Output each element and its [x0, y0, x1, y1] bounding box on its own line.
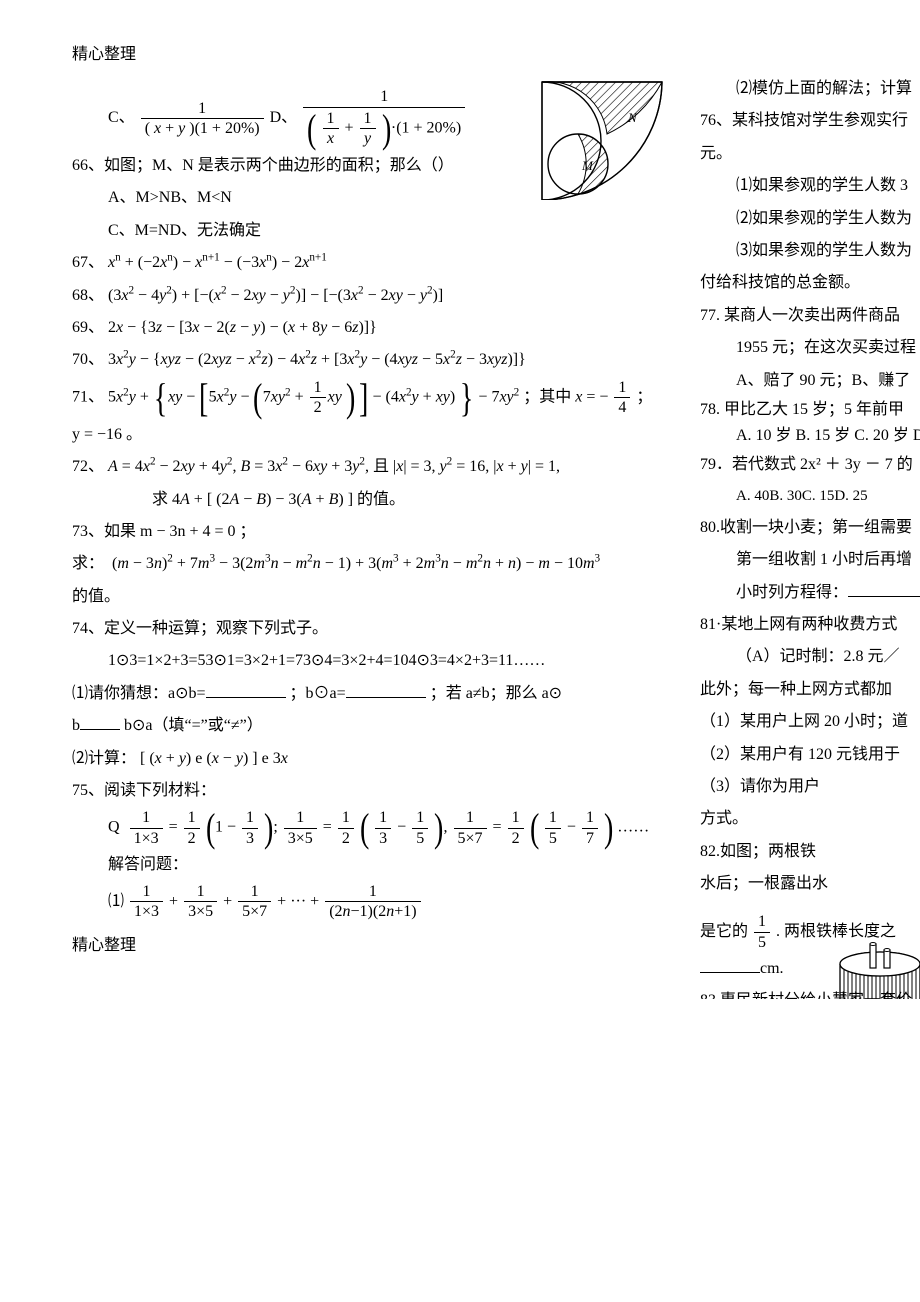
r14: 80.收割一块小麦；第一组需要 [700, 513, 920, 543]
blank-fill[interactable] [346, 682, 426, 698]
r25: 水后；一根露出水 [700, 869, 920, 899]
q72-line1: 72、 A = 4x2 − 2xy + 4y2, B = 3x2 − 6xy +… [72, 452, 672, 482]
opt-d-label: D、 [270, 109, 298, 126]
blank-fill[interactable] [848, 580, 920, 596]
q75-line3: 解答问题： [72, 850, 672, 880]
q74-line2: 1⊙3=1×2+3=53⊙1=3×2+1=73⊙4=3×2+4=104⊙3=4×… [72, 646, 672, 676]
q71-y: y = −16 。 [72, 420, 672, 450]
r13: A. 40B. 30C. 15D. 25 [700, 482, 920, 511]
blank-fill[interactable] [206, 682, 286, 698]
q67: 67、 xn + (−2xn) − xn+1 − (−3xn) − 2xn+1 [72, 248, 672, 278]
r19: 此外；每一种上网方式都加 [700, 675, 920, 705]
q75-line1: 75、阅读下列材料： [72, 776, 672, 806]
r11b: A. 10 岁 B. 15 岁 C. 20 岁 D [700, 424, 920, 448]
q68: 68、 (3x2 − 4y2) + [−(x2 − 2xy − y2)] − [… [72, 281, 672, 311]
r23: 方式。 [700, 804, 920, 834]
svg-text:N: N [627, 110, 638, 125]
page-header: 精心整理 [72, 40, 920, 70]
q75-sub1: ⑴ 11×3 + 13×5 + 15×7 + ··· + 1(2n−1)(2n+… [72, 883, 672, 921]
q73-line1: 73、如果 m − 3n + 4 = 0 ； [72, 517, 672, 547]
r4: ⑴如果参观的学生人数 3 [700, 171, 920, 201]
r20: （1）某用户上网 20 小时；道 [700, 707, 920, 737]
r2: 76、某科技馆对学生参观实行 [700, 106, 920, 136]
r24: 82.如图；两根铁 [700, 837, 920, 867]
r5: ⑵如果参观的学生人数为 [700, 204, 920, 234]
q74-guess1b: b b⊙a（填“=”或“≠”） [72, 711, 672, 741]
q74-guess1: ⑴请你猜想：a⊙b= ；b⊙a= ；若 a≠b；那么 a⊙ [72, 679, 672, 709]
q73-line2: 求： (m − 3n)2 + 7m3 − 3(2m3n − m2n − 1) +… [72, 549, 672, 579]
r11a: 78. 甲比乙大 15 岁；5 年前甲 [700, 398, 920, 422]
r3: 元。 [700, 139, 920, 169]
q73-line3: 的值。 [72, 582, 672, 612]
q70: 70、 3x2y − {xyz − (2xyz − x2z) − 4x2z + … [72, 345, 672, 375]
q75-line2: Q 11×3 = 12 (1 − 13 ); 13×5 = 12 ( 13 − … [72, 808, 672, 848]
r10: A、赔了 90 元；B、赚了 [700, 366, 920, 396]
q69: 69、 2x − {3z − [3x − 2(z − y) − (x + 8y … [72, 313, 672, 343]
curved-area-diagram: N M [532, 72, 666, 211]
q74-line1: 74、定义一种运算；观察下列式子。 [72, 614, 672, 644]
r9: 1955 元；在这次买卖过程 [700, 333, 920, 363]
cylinder-diagram [830, 942, 920, 999]
blank-fill[interactable] [700, 956, 760, 972]
r15: 第一组收割 1 小时后再增 [700, 545, 920, 575]
q74-calc: ⑵计算： [ (x + y) e (x − y) ] e 3x [72, 744, 672, 774]
opt-c-label: C、 [108, 109, 135, 126]
r17: 81·某地上网有两种收费方式 [700, 610, 920, 640]
r22: （3）请你为用户 [700, 772, 920, 802]
r7: 付给科技馆的总金额。 [700, 268, 920, 298]
q72-line2: 求 4A + [ (2A − B) − 3(A + B) ] 的值。 [72, 485, 672, 515]
r16: 小时列方程得： [700, 578, 920, 608]
svg-text:M: M [581, 158, 594, 173]
r18: （A）记时制：2.8 元／ [700, 642, 920, 672]
r6: ⑶如果参观的学生人数为 [700, 236, 920, 266]
r1: ⑵模仿上面的解法；计算 [700, 74, 920, 104]
blank-fill[interactable] [80, 714, 120, 730]
r21: （2）某用户有 120 元钱用于 [700, 740, 920, 770]
r8: 77. 某商人一次卖出两件商品 [700, 301, 920, 331]
q66-optC: C、M=ND、无法确定 [72, 216, 672, 246]
r12: 79．若代数式 2x² ＋ 3y － 7 的 [700, 450, 920, 480]
q71: 71、 5x2y + {xy − [5x2y − (7xy2 + 12xy ) … [72, 378, 672, 418]
